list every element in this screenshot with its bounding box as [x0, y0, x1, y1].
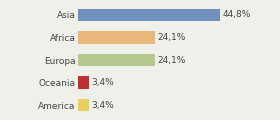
Bar — [78, 54, 155, 66]
Text: 44,8%: 44,8% — [223, 10, 251, 19]
Bar — [78, 99, 89, 111]
Bar — [78, 31, 155, 44]
Text: 3,4%: 3,4% — [92, 101, 115, 110]
Text: 24,1%: 24,1% — [157, 33, 185, 42]
Bar — [78, 9, 220, 21]
Text: 24,1%: 24,1% — [157, 55, 185, 65]
Bar — [78, 76, 89, 89]
Text: 3,4%: 3,4% — [92, 78, 115, 87]
